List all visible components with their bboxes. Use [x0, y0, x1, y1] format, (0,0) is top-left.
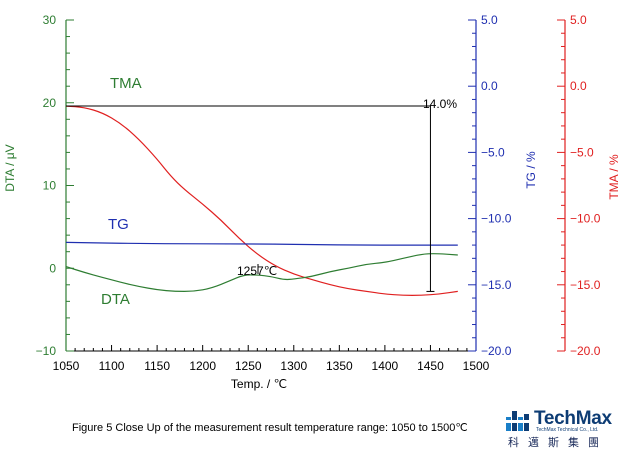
series-layer [65, 105, 458, 297]
dta-series-label: DTA [101, 291, 130, 308]
tma-tick-label: 0.0 [570, 79, 587, 93]
dta-tick-label: 30 [43, 13, 57, 27]
x-tick-label: 1250 [235, 359, 262, 373]
logo-chinese-name: 科邁斯集團 [508, 436, 608, 449]
tma-series-label: TMA [110, 75, 142, 92]
shrinkage-value-label: 14.0% [423, 97, 457, 111]
dta-series-line [65, 253, 458, 293]
tma-tick-label: −20.0 [570, 344, 601, 358]
x-tick-label: 1150 [144, 359, 170, 373]
logo-name: TechMax [534, 408, 612, 429]
x-tick-label: 1400 [372, 359, 399, 373]
tma-tick-label: −5.0 [570, 145, 594, 159]
tg-axis-label: TG / % [524, 151, 538, 189]
x-tick-label: 1450 [417, 359, 444, 373]
tg-series-label: TG [108, 216, 129, 233]
logo-mark-icon [506, 411, 530, 431]
x-tick-label: 1100 [99, 359, 125, 373]
tma-tick-label: −10.0 [570, 212, 601, 226]
x-tick-label: 1200 [189, 359, 216, 373]
tg-tick-label: −5.0 [481, 145, 505, 159]
figure-caption: Figure 5 Close Up of the measurement res… [72, 422, 468, 434]
tg-tick-label: −15.0 [481, 278, 512, 292]
tg-tick-label: 0.0 [481, 79, 498, 93]
x-tick-label: 1050 [53, 359, 80, 373]
x-tick-label: 1350 [326, 359, 353, 373]
tma-tick-label: 5.0 [570, 13, 587, 27]
axes: 1050 1100 1150 1200 1250 1300 1350 1400 1450 1500… [3, 13, 621, 391]
tg-series-line [65, 241, 458, 246]
logo-subtitle: TechMax Technical Co., Ltd. [536, 427, 599, 433]
dta-axis-label: DTA / μV [3, 144, 17, 191]
tma-axis-label: TMA / % [607, 154, 621, 200]
tg-tick-label: −20.0 [481, 344, 512, 358]
annotations: TMA TG DTA 1257℃ 14.0% [66, 75, 457, 308]
x-axis-label: Temp. / ℃ [231, 377, 287, 391]
tma-tick-label: −15.0 [570, 278, 601, 292]
dta-tick-label: 20 [43, 96, 57, 110]
dta-tick-label: −10 [36, 344, 57, 358]
x-tick-label: 1500 [463, 359, 490, 373]
tg-tick-label: −10.0 [481, 212, 512, 226]
tg-tick-label: 5.0 [481, 13, 498, 27]
tma-series-line [65, 105, 458, 297]
x-tick-label: 1300 [280, 359, 307, 373]
peak-temperature-label: 1257℃ [237, 264, 277, 278]
dta-tick-label: 10 [43, 179, 57, 193]
dta-tick-label: 0 [49, 261, 56, 275]
techmax-logo: TechMax TechMax Technical Co., Ltd. 科邁斯集… [506, 408, 628, 449]
